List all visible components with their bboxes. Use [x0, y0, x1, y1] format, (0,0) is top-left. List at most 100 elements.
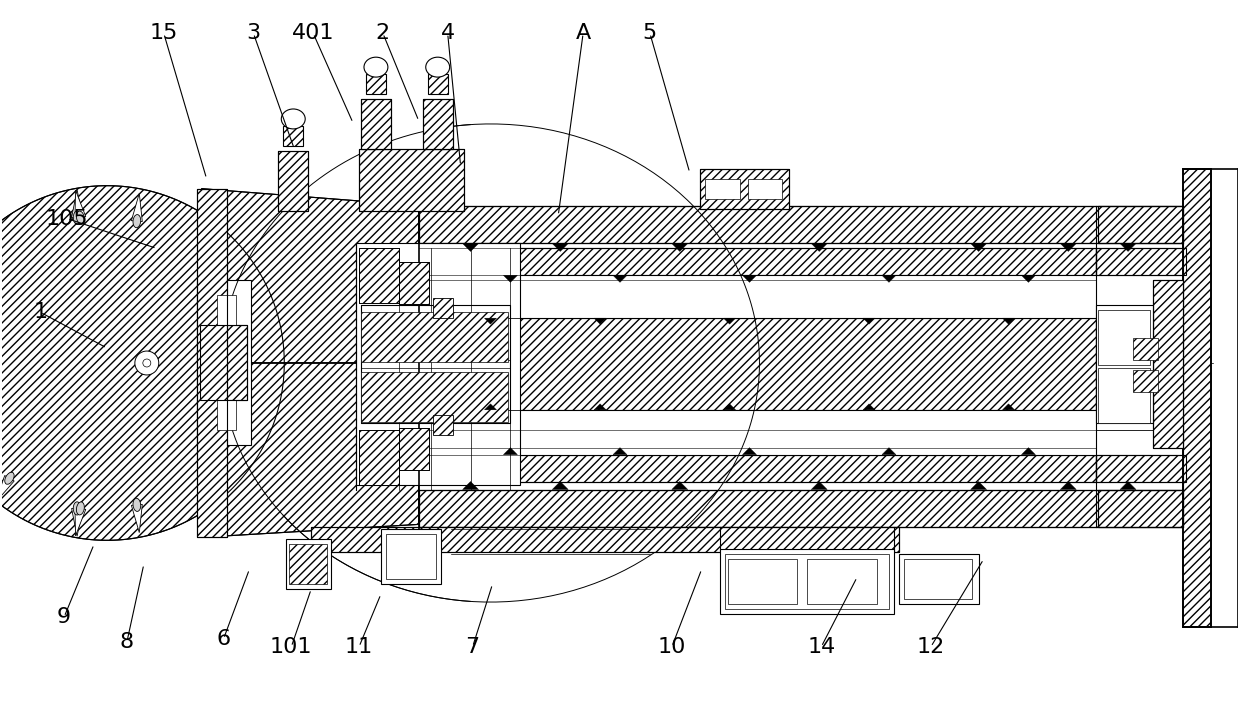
Polygon shape: [552, 481, 568, 489]
Bar: [1099, 205, 1183, 243]
Bar: [1096, 454, 1185, 481]
Text: 8: 8: [120, 632, 134, 652]
Bar: [1096, 248, 1185, 275]
Bar: [1099, 310, 1149, 365]
Bar: [419, 318, 1096, 409]
Polygon shape: [882, 448, 897, 454]
Bar: [1183, 168, 1210, 627]
Bar: [286, 539, 331, 589]
Polygon shape: [594, 318, 606, 324]
Polygon shape: [503, 275, 517, 282]
Polygon shape: [74, 190, 86, 219]
Bar: [217, 295, 237, 325]
Bar: [197, 189, 227, 537]
Bar: [1133, 370, 1158, 392]
Polygon shape: [1120, 243, 1136, 251]
Polygon shape: [1060, 481, 1076, 489]
Polygon shape: [1022, 275, 1035, 282]
Ellipse shape: [73, 502, 81, 515]
Polygon shape: [463, 243, 479, 251]
Bar: [1099, 205, 1183, 243]
Polygon shape: [485, 318, 496, 324]
Polygon shape: [463, 481, 479, 489]
Bar: [719, 550, 894, 614]
Bar: [419, 454, 1096, 481]
Bar: [399, 428, 429, 470]
Bar: [311, 527, 899, 552]
Bar: [289, 544, 327, 584]
Bar: [1096, 454, 1185, 481]
Polygon shape: [552, 243, 568, 251]
Bar: [361, 312, 508, 362]
Bar: [419, 454, 1096, 481]
Bar: [419, 248, 1096, 275]
Bar: [356, 243, 521, 484]
Bar: [419, 275, 1096, 318]
Bar: [419, 205, 1183, 243]
Bar: [419, 489, 1183, 527]
Polygon shape: [613, 448, 627, 454]
Bar: [399, 428, 429, 470]
Ellipse shape: [133, 215, 140, 228]
Text: 401: 401: [291, 23, 335, 44]
Polygon shape: [1002, 404, 1014, 409]
Bar: [361, 372, 508, 422]
Bar: [360, 430, 399, 484]
Bar: [200, 325, 248, 400]
Bar: [278, 151, 309, 211]
Bar: [399, 262, 429, 304]
Bar: [197, 280, 252, 445]
Text: 101: 101: [270, 637, 312, 657]
Polygon shape: [503, 448, 517, 454]
Text: 9: 9: [57, 607, 71, 627]
Bar: [1096, 305, 1153, 423]
Text: A: A: [575, 23, 590, 44]
Ellipse shape: [77, 211, 84, 224]
Bar: [728, 559, 797, 604]
Bar: [419, 489, 1183, 527]
Bar: [360, 149, 464, 211]
Circle shape: [143, 359, 151, 367]
Bar: [366, 74, 386, 94]
Bar: [748, 179, 782, 199]
Text: 3: 3: [247, 23, 260, 44]
Bar: [433, 415, 453, 435]
Polygon shape: [594, 404, 606, 409]
Polygon shape: [72, 189, 83, 218]
Bar: [360, 248, 399, 303]
Bar: [1153, 280, 1183, 448]
Polygon shape: [72, 508, 83, 537]
Text: 6: 6: [217, 629, 231, 649]
Polygon shape: [0, 476, 14, 502]
Bar: [419, 409, 1096, 454]
Text: 4: 4: [440, 23, 455, 44]
Ellipse shape: [77, 502, 84, 515]
Polygon shape: [863, 318, 875, 324]
Polygon shape: [1002, 318, 1014, 324]
Text: 12: 12: [916, 637, 945, 657]
Polygon shape: [1022, 448, 1035, 454]
Bar: [423, 99, 453, 149]
Bar: [381, 529, 440, 584]
Polygon shape: [743, 275, 756, 282]
Text: 2: 2: [376, 23, 389, 44]
Polygon shape: [202, 363, 419, 537]
Bar: [1153, 280, 1183, 448]
Text: 105: 105: [46, 208, 88, 229]
Bar: [1099, 489, 1183, 527]
Text: 15: 15: [150, 23, 177, 44]
Polygon shape: [811, 481, 827, 489]
Polygon shape: [672, 243, 688, 251]
Bar: [200, 325, 248, 400]
Bar: [724, 554, 889, 609]
Polygon shape: [0, 232, 1, 259]
Bar: [1183, 168, 1210, 627]
Polygon shape: [202, 189, 419, 363]
Ellipse shape: [281, 109, 305, 129]
Ellipse shape: [425, 57, 450, 77]
Bar: [428, 74, 448, 94]
Bar: [311, 527, 899, 552]
Polygon shape: [131, 193, 143, 221]
Bar: [1096, 248, 1185, 275]
Bar: [360, 248, 399, 303]
